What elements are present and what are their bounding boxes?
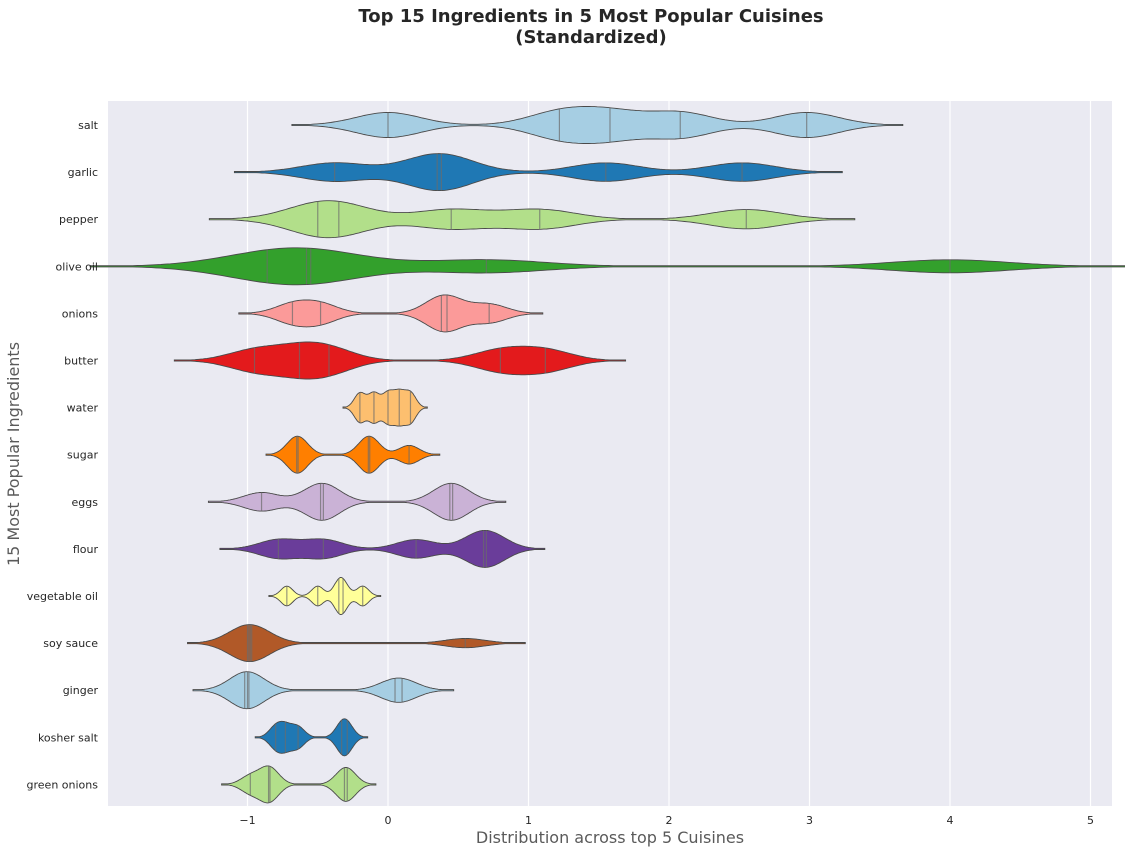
- violin-pepper: [208, 200, 856, 239]
- violin-olive-oil: [89, 247, 1125, 286]
- y-axis-label: 15 Most Popular Ingredients: [4, 342, 23, 566]
- y-tick-labels: salt garlic pepper olive oil onions butter wat…: [27, 119, 99, 791]
- x-axis-label: Distribution across top 5 Cuisines: [476, 828, 744, 847]
- violin-soy-sauce: [187, 624, 526, 663]
- violin-body: [207, 482, 507, 521]
- violin-body: [233, 153, 843, 192]
- violin-body: [173, 341, 627, 380]
- violin-body: [265, 435, 441, 474]
- x-tick-label: 1: [525, 814, 532, 827]
- y-tick-label: vegetable oil: [27, 590, 98, 603]
- violin-body: [342, 388, 428, 427]
- y-tick-label: butter: [64, 355, 98, 368]
- x-tick-label: 0: [385, 814, 392, 827]
- violin-vegetable-oil: [268, 577, 382, 615]
- x-tick-labels: −1 0 1 2 3 4 5: [239, 814, 1094, 827]
- violin-onions: [238, 294, 544, 333]
- violin-body: [268, 577, 382, 615]
- y-tick-label: onions: [62, 307, 98, 320]
- violin-sugar: [265, 435, 441, 474]
- violin-body: [192, 671, 455, 710]
- chart-title-line2: (Standardized): [515, 27, 667, 48]
- y-tick-label: sugar: [67, 449, 98, 462]
- x-tick-label: 4: [947, 814, 954, 827]
- violins: [89, 106, 1125, 804]
- y-tick-label: soy sauce: [43, 637, 98, 650]
- x-tick-label: −1: [239, 814, 255, 827]
- x-tick-label: 2: [666, 814, 673, 827]
- violin-body: [238, 294, 544, 333]
- violin-salt: [291, 106, 904, 144]
- violin-body: [89, 247, 1125, 286]
- y-tick-label: ginger: [63, 684, 99, 697]
- violin-ginger: [192, 671, 455, 710]
- violin-body: [219, 529, 546, 568]
- x-tick-label: 3: [806, 814, 813, 827]
- violin-body: [254, 718, 369, 757]
- y-tick-label: pepper: [59, 213, 98, 226]
- violin-garlic: [233, 153, 843, 192]
- chart-title-line1: Top 15 Ingredients in 5 Most Popular Cui…: [358, 6, 823, 27]
- violin-butter: [173, 341, 627, 380]
- violin-body: [208, 200, 856, 239]
- violin-green-onions: [221, 765, 377, 804]
- y-tick-label: water: [67, 402, 99, 415]
- violin-water: [342, 388, 428, 427]
- violin-body: [221, 765, 377, 804]
- y-tick-label: flour: [73, 543, 99, 556]
- y-tick-label: salt: [78, 119, 99, 132]
- violin-body: [187, 624, 526, 663]
- violin-body: [291, 106, 904, 144]
- violin-kosher-salt: [254, 718, 369, 757]
- y-tick-label: garlic: [68, 166, 98, 179]
- y-tick-label: green onions: [27, 778, 99, 791]
- x-tick-label: 5: [1087, 814, 1094, 827]
- y-tick-label: kosher salt: [38, 731, 99, 744]
- y-tick-label: olive oil: [56, 260, 98, 273]
- violin-eggs: [207, 482, 507, 521]
- violin-flour: [219, 529, 546, 568]
- y-tick-label: eggs: [72, 496, 99, 509]
